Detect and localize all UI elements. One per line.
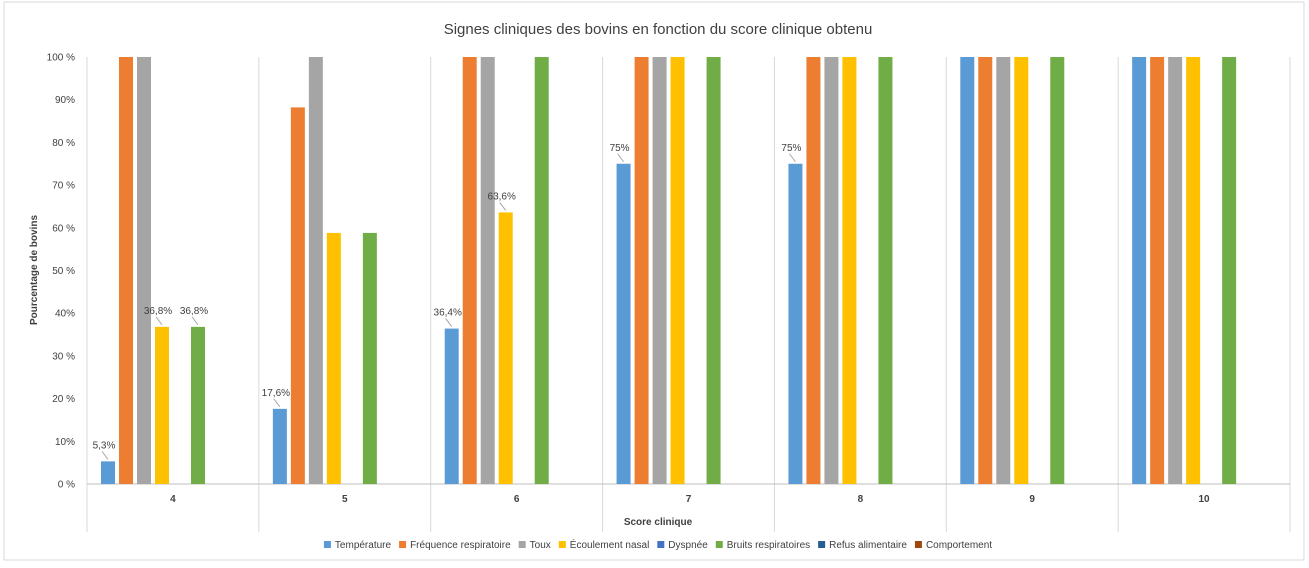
y-tick-label: 50 % [52, 266, 75, 277]
y-tick-label: 80 % [52, 138, 75, 149]
bar-2-0 [137, 57, 151, 484]
data-label-leader [445, 318, 453, 327]
bar-3-0 [155, 326, 169, 484]
bar-1-1 [290, 107, 305, 485]
y-tick-label: 0 % [58, 480, 75, 491]
bar-1-0 [119, 57, 133, 484]
bar-0-6 [1132, 57, 1147, 484]
bar-2-2 [480, 57, 495, 484]
bar-2-3 [652, 57, 667, 484]
bar-0-1 [272, 408, 287, 484]
x-tick-label: 5 [342, 494, 348, 505]
data-label: 63,6% [488, 191, 516, 202]
x-tick-label: 10 [1199, 494, 1211, 505]
bar-5-2 [534, 57, 549, 484]
x-axis-title: Score clinique [624, 517, 693, 528]
data-label: 75% [781, 143, 801, 154]
legend-swatch [914, 541, 922, 548]
x-tick-label: 6 [514, 494, 520, 505]
bar-0-5 [960, 57, 975, 484]
bar-5-1 [362, 232, 377, 484]
data-label-leader [101, 451, 109, 460]
bar-1-5 [978, 57, 993, 484]
chart-title: Signes cliniques des bovins en fonction … [444, 21, 873, 38]
data-label-leader [617, 153, 624, 163]
bar-3-3 [670, 57, 685, 484]
y-axis-title: Pourcentage de bovins [29, 215, 40, 325]
legend-swatch [657, 541, 665, 548]
x-tick-label: 8 [858, 494, 864, 505]
bar-2-5 [996, 57, 1011, 484]
data-label: 17,6% [262, 388, 290, 399]
y-tick-label: 70 % [52, 181, 75, 192]
bar-5-6 [1222, 57, 1237, 484]
y-tick-label: 40% [55, 309, 75, 320]
bar-5-3 [706, 57, 721, 484]
legend-swatch [715, 541, 723, 548]
x-tick-label: 9 [1029, 494, 1035, 505]
data-label: 5,3% [93, 440, 116, 451]
bar-0-2 [444, 328, 459, 484]
legend-entry: Bruits respiratoires [727, 540, 810, 551]
legend-entry: Refus alimentaire [829, 540, 907, 551]
legend-entry: Fréquence respiratoire [410, 540, 511, 551]
data-label-leader [155, 316, 163, 326]
bar-2-4 [824, 57, 839, 484]
bar-2-6 [1168, 57, 1183, 484]
legend-swatch [818, 541, 826, 548]
bar-1-3 [634, 57, 649, 484]
legend-swatch [518, 541, 526, 548]
bar-5-5 [1050, 57, 1065, 484]
bar-1-2 [462, 57, 477, 484]
data-label-leader [273, 398, 281, 408]
legend-swatch [558, 541, 566, 548]
data-label: 36,8% [180, 306, 208, 317]
y-tick-label: 10% [55, 437, 75, 448]
y-tick-label: 90% [55, 95, 75, 106]
bar-3-2 [498, 212, 513, 485]
data-label: 36,4% [434, 308, 462, 319]
bar-3-6 [1186, 57, 1201, 484]
data-label: 36,8% [144, 306, 172, 317]
bar-5-0 [191, 326, 205, 484]
legend-entry: Température [335, 540, 392, 551]
legend: Température Fréquence respiratoire Toux Éco… [323, 538, 992, 551]
y-tick-label: 20 % [52, 394, 75, 405]
data-label-leader [499, 202, 507, 211]
legend-entry: Écoulement nasal [570, 538, 650, 551]
legend-entry: Dyspnée [668, 540, 708, 551]
bar-0-0 [101, 461, 115, 484]
bar-2-1 [308, 57, 323, 484]
bar-0-3 [616, 163, 631, 484]
bar-3-1 [326, 232, 341, 484]
data-label-leader [191, 316, 199, 326]
bar-1-4 [806, 57, 821, 484]
data-label: 75% [610, 143, 630, 154]
plot-area: 0 % 10% 20 % 30 % 40% 50 % 60 % 70 % 80 % 90% 100 … [47, 53, 1291, 532]
legend-swatch [323, 541, 331, 548]
y-tick-label: 60 % [52, 223, 75, 234]
bar-5-4 [878, 57, 893, 484]
x-tick-label: 4 [170, 494, 176, 505]
legend-entry: Toux [530, 540, 551, 551]
bar-3-4 [842, 57, 857, 484]
bar-0-4 [788, 163, 803, 484]
bar-3-5 [1014, 57, 1029, 484]
legend-entry: Comportement [926, 540, 992, 551]
legend-swatch [399, 541, 407, 548]
data-label-leader [789, 153, 796, 163]
bar-1-6 [1150, 57, 1165, 484]
y-tick-label: 100 % [47, 53, 75, 64]
y-tick-label: 30 % [52, 351, 75, 362]
x-tick-label: 7 [686, 494, 692, 505]
